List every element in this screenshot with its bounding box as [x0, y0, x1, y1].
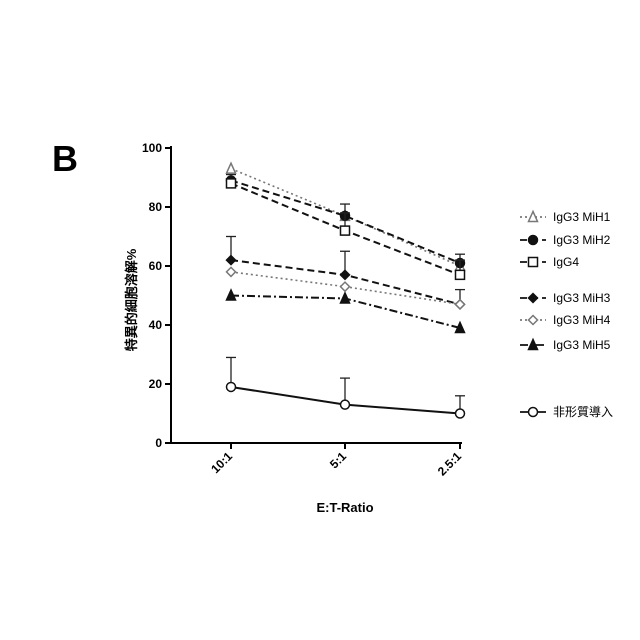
- x-tick-label: 2.5:1: [435, 449, 464, 478]
- legend-marker: [529, 294, 538, 303]
- legend-label: IgG3 MiH2: [553, 233, 611, 247]
- data-point: [227, 163, 236, 173]
- legend-label: IgG3 MiH4: [553, 313, 611, 327]
- y-tick-label: 20: [149, 377, 163, 391]
- data-point: [456, 300, 465, 309]
- data-point: [341, 226, 350, 235]
- legend-label: IgG4: [553, 255, 579, 269]
- series-6: [226, 357, 465, 418]
- legend-item: IgG3 MiH2: [520, 233, 611, 247]
- legend-marker: [529, 236, 538, 245]
- legend-item: IgG3 MiH3: [520, 291, 611, 305]
- legend-label: IgG3 MiH1: [553, 210, 611, 224]
- x-axis-title: E:T-Ratio: [316, 500, 373, 515]
- data-point: [227, 179, 236, 188]
- y-axis-title: 特異的細胞溶解%: [124, 248, 139, 351]
- data-point: [341, 270, 350, 279]
- legend-marker: [529, 408, 538, 417]
- legend-item: IgG3 MiH1: [520, 210, 611, 224]
- y-tick-label: 80: [149, 200, 163, 214]
- data-point: [341, 400, 350, 409]
- legend-label: IgG3 MiH3: [553, 291, 611, 305]
- legend: IgG3 MiH1 IgG3 MiH2 IgG4 IgG3 MiH3 IgG3 MiH4…: [520, 210, 613, 419]
- data-point: [227, 382, 236, 391]
- legend-label: 非形質導入: [553, 404, 613, 419]
- axes: 0 20 40 60 80 100 10:1 5:1 2.5:1: [142, 141, 464, 478]
- data-point: [456, 409, 465, 418]
- data-point: [341, 282, 350, 291]
- data-point: [456, 270, 465, 279]
- data-point: [227, 256, 236, 265]
- x-tick-label: 5:1: [327, 449, 349, 471]
- legend-item: IgG4: [520, 255, 579, 269]
- y-tick-label: 40: [149, 318, 163, 332]
- legend-item: IgG3 MiH5: [520, 338, 611, 352]
- x-tick-label: 10:1: [208, 449, 235, 476]
- legend-marker: [529, 316, 538, 325]
- y-tick-label: 0: [155, 436, 162, 450]
- legend-marker: [529, 258, 538, 267]
- series-layer: [226, 163, 465, 418]
- legend-label: IgG3 MiH5: [553, 338, 611, 352]
- data-point: [341, 293, 350, 303]
- legend-item: 非形質導入: [520, 404, 613, 419]
- y-tick-label: 60: [149, 259, 163, 273]
- y-tick-label: 100: [142, 141, 162, 155]
- legend-item: IgG3 MiH4: [520, 313, 611, 327]
- data-point: [227, 267, 236, 276]
